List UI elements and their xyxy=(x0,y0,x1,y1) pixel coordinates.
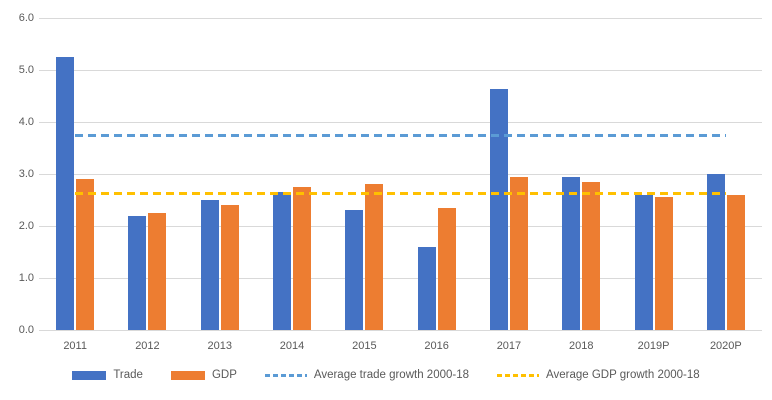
x-axis-label-2016: 2016 xyxy=(424,340,449,352)
average-trade-growth-2000-18-swatch xyxy=(264,373,307,377)
x-axis-label-2017: 2017 xyxy=(496,340,522,352)
legend-item-average-trade-growth-2000-18: Average trade growth 2000-18 xyxy=(264,369,470,381)
average-gdp-growth-2000-18-swatch xyxy=(497,373,540,377)
legend-label: Average trade growth 2000-18 xyxy=(313,369,470,381)
x-axis-label-2011: 2011 xyxy=(63,340,87,352)
gridline xyxy=(39,278,762,279)
legend: Trade GDP Average trade growth 2000-18 Aver… xyxy=(0,369,772,381)
x-axis-label-2020p: 2020P xyxy=(709,340,742,352)
gridline xyxy=(39,226,762,227)
bar-gdp-2017 xyxy=(509,176,528,330)
y-axis-tick-label: 2.0 xyxy=(18,220,34,232)
bar-gdp-2020p xyxy=(726,194,745,330)
gridline xyxy=(39,18,762,19)
gridline xyxy=(39,174,762,175)
bar-gdp-2013 xyxy=(220,205,239,330)
x-axis-label-2015: 2015 xyxy=(352,340,377,352)
bar-gdp-2016 xyxy=(437,207,456,330)
legend-label: GDP xyxy=(211,369,237,381)
y-axis-tick-label: 0.0 xyxy=(18,324,34,336)
bar-trade-2016 xyxy=(417,246,436,330)
gridline xyxy=(39,122,762,123)
x-axis-label-2013: 2013 xyxy=(207,340,232,352)
bar-gdp-2019p xyxy=(654,197,673,330)
bar-trade-2012 xyxy=(128,215,147,330)
bar-trade-2014 xyxy=(273,192,292,330)
average-trade-growth-2000-18-line xyxy=(75,134,726,137)
gridline xyxy=(39,70,762,71)
x-axis-label-2012: 2012 xyxy=(135,340,160,352)
legend-item-average-gdp-growth-2000-18: Average GDP growth 2000-18 xyxy=(497,369,700,381)
x-axis-label-2018: 2018 xyxy=(569,340,594,352)
y-axis-tick-label: 5.0 xyxy=(18,64,34,76)
average-gdp-growth-2000-18-line xyxy=(75,192,726,196)
y-axis-tick-label: 3.0 xyxy=(18,168,34,180)
legend-label: Trade xyxy=(113,369,143,381)
legend-item-trade: Trade xyxy=(72,369,143,381)
bar-trade-2020p xyxy=(706,174,725,330)
x-axis-label-2014: 2014 xyxy=(279,340,305,352)
plot-area xyxy=(39,18,762,331)
gdp-swatch xyxy=(170,370,205,380)
legend-label: Average GDP growth 2000-18 xyxy=(546,369,700,381)
y-axis-tick-label: 6.0 xyxy=(18,12,34,24)
bar-trade-2015 xyxy=(345,210,364,330)
trade-swatch xyxy=(72,370,107,380)
y-axis-tick-label: 1.0 xyxy=(18,272,34,284)
bar-trade-2017 xyxy=(489,89,508,330)
bar-gdp-2012 xyxy=(148,213,167,330)
bar-gdp-2018 xyxy=(582,181,601,330)
bar-trade-2013 xyxy=(200,200,219,330)
y-axis-tick-label: 4.0 xyxy=(18,116,34,128)
x-axis-label-2019p: 2019P xyxy=(637,340,670,352)
bar-trade-2011 xyxy=(56,57,75,330)
bar-gdp-2011 xyxy=(76,179,95,330)
bar-gdp-2015 xyxy=(365,184,384,330)
bar-gdp-2014 xyxy=(293,187,312,330)
bar-trade-2018 xyxy=(562,176,581,330)
legend-item-gdp: GDP xyxy=(170,369,237,381)
bar-trade-2019p xyxy=(634,194,653,330)
gridline xyxy=(39,330,762,331)
